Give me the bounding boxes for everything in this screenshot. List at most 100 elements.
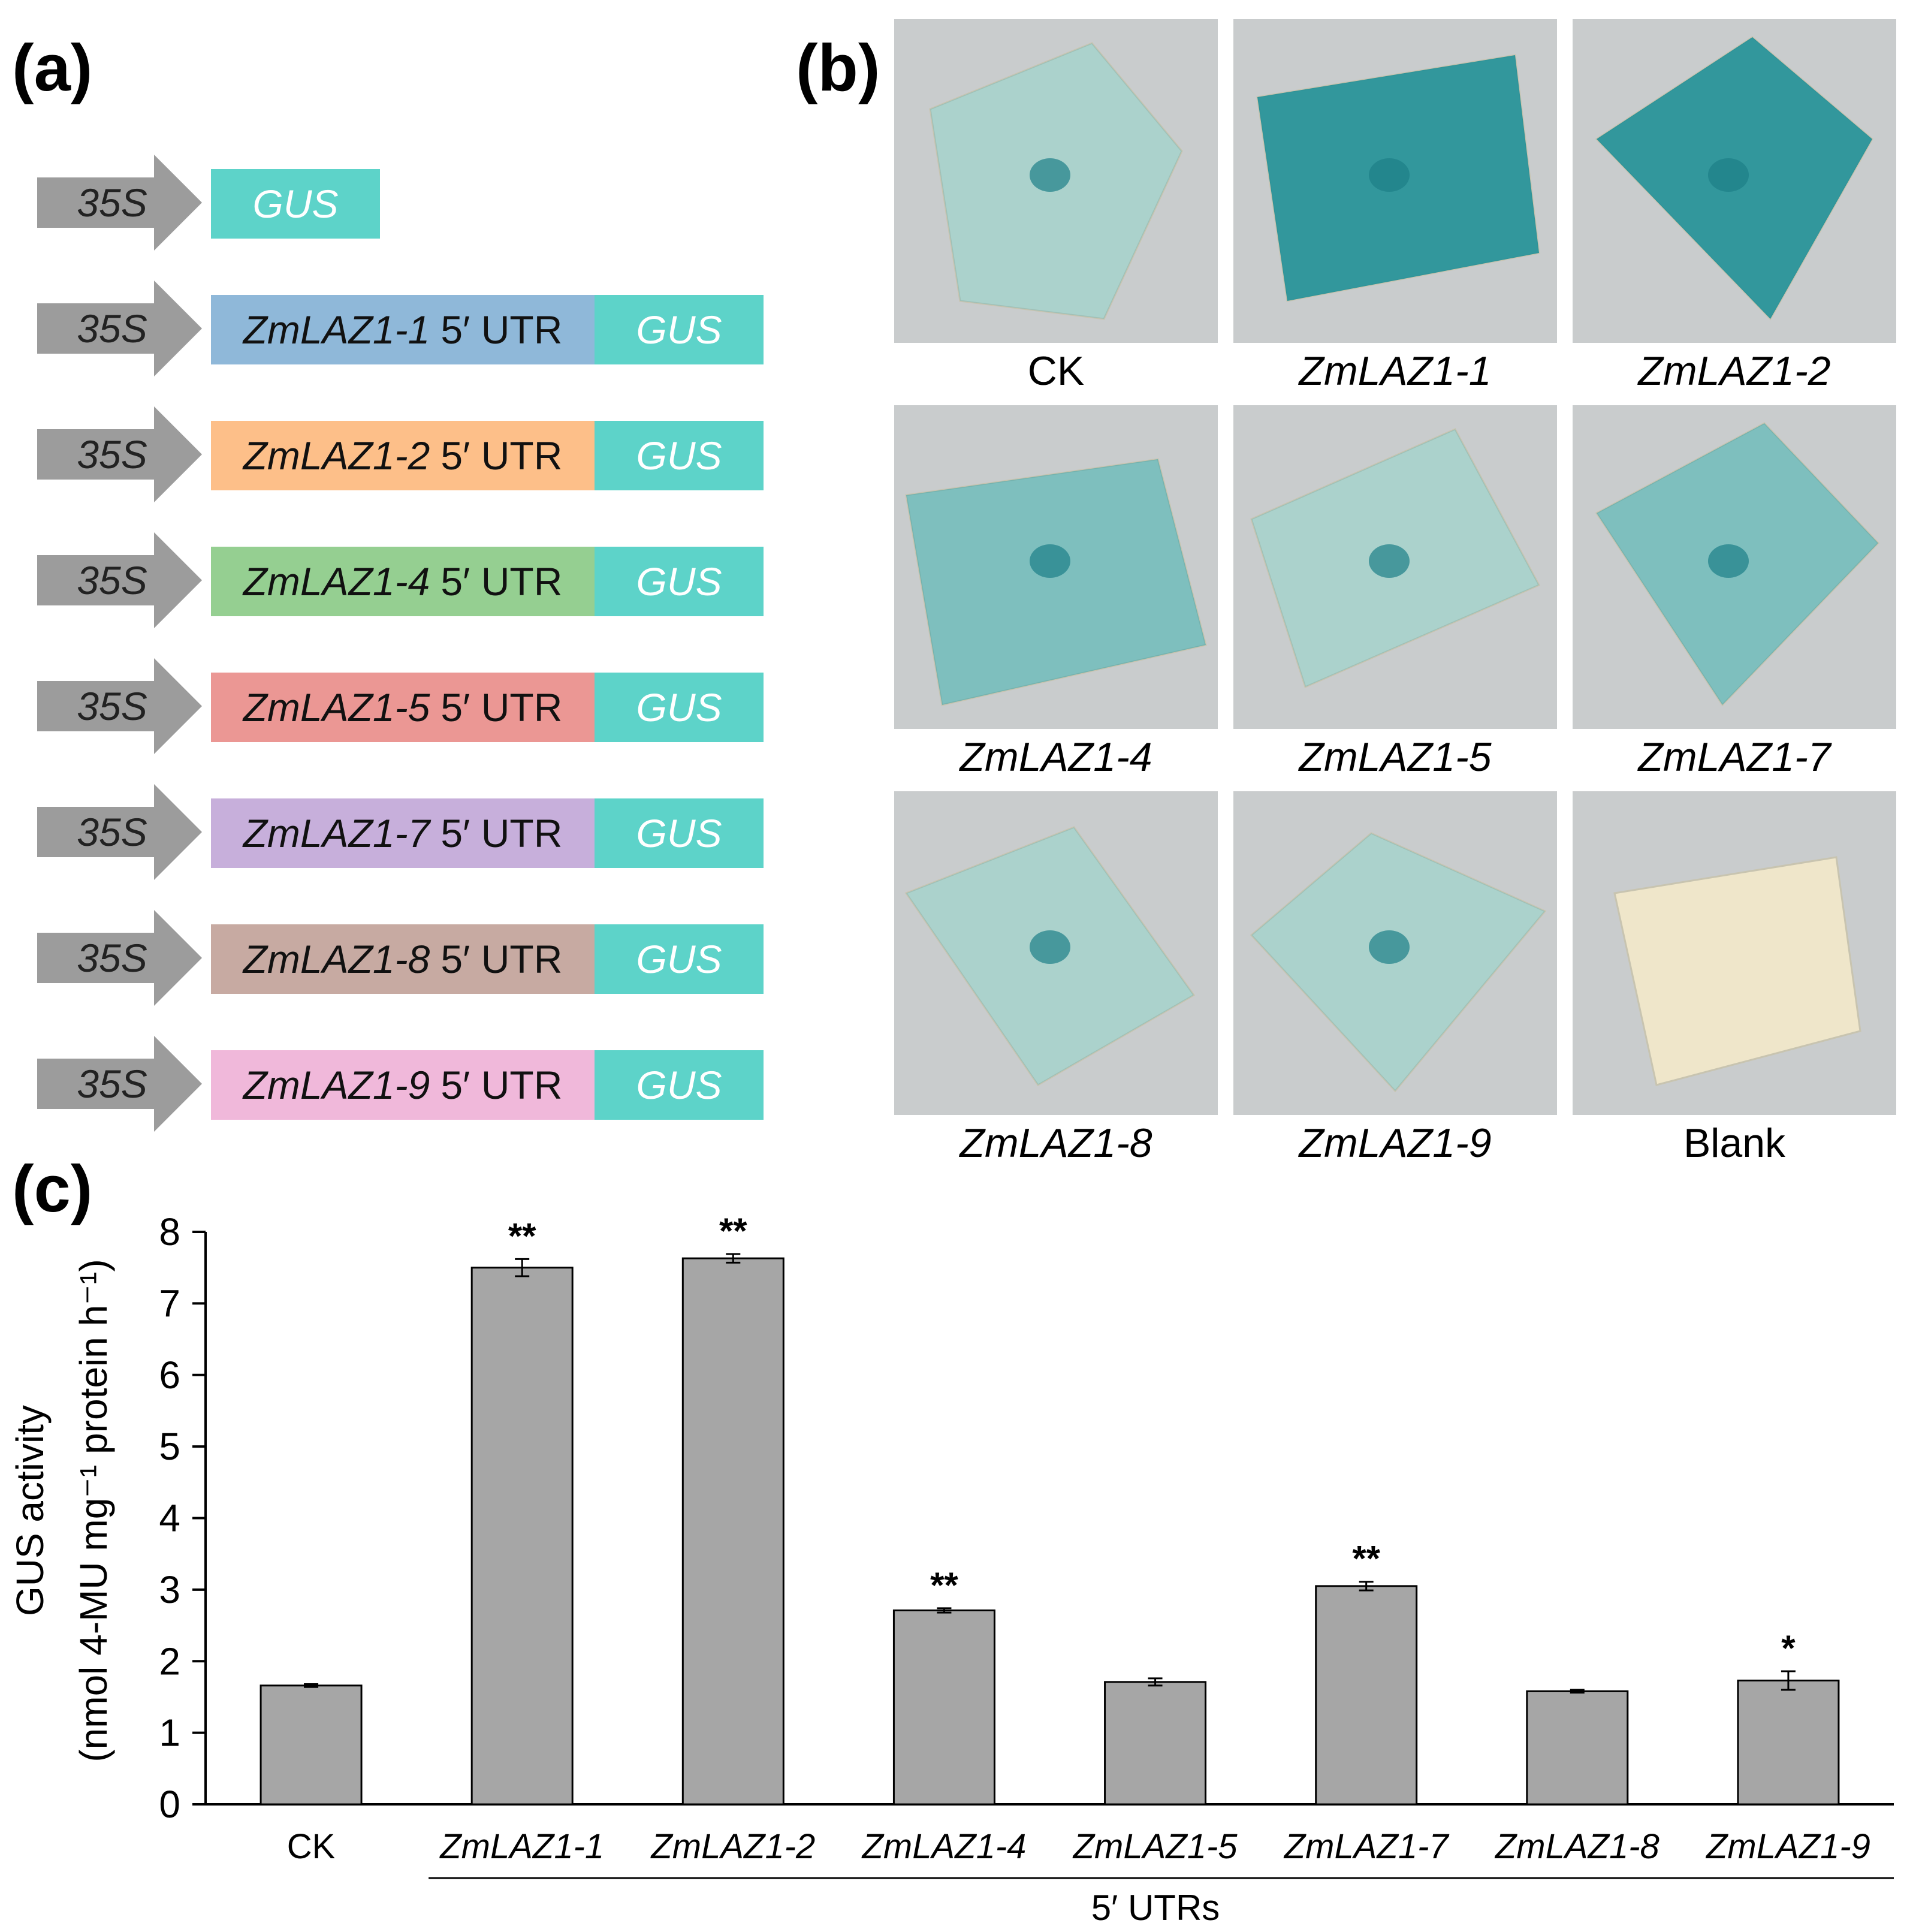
panel-label-b: (b) xyxy=(796,31,880,105)
photo-label: ZmLAZ1-9 xyxy=(1299,1120,1492,1166)
utr-suffix: 5′ UTR xyxy=(440,559,563,604)
construct-row: 35S ZmLAZ1-9 5′ UTR GUS xyxy=(37,1036,768,1132)
promoter-label: 35S xyxy=(77,684,147,728)
utr-gene-name: ZmLAZ1-1 xyxy=(243,308,430,352)
photo-label: ZmLAZ1-8 xyxy=(959,1120,1152,1166)
x-tick-label: ZmLAZ1-4 xyxy=(861,1827,1026,1866)
gus-reporter-box: GUS xyxy=(595,295,764,364)
promoter-arrow-icon xyxy=(37,155,202,251)
promoter-arrow-icon xyxy=(37,1036,202,1132)
utr-box: ZmLAZ1-1 5′ UTR xyxy=(211,295,595,364)
significance-mark: ** xyxy=(719,1211,747,1251)
construct-row: 35S ZmLAZ1-4 5′ UTR GUS xyxy=(37,532,768,628)
promoter-label: 35S xyxy=(77,936,147,980)
significance-mark: ** xyxy=(508,1216,536,1256)
gus-reporter-box: GUS xyxy=(595,547,764,616)
gus-reporter-box: GUS xyxy=(595,673,764,742)
x-tick-label: ZmLAZ1-7 xyxy=(1283,1827,1450,1866)
construct-row: 35S GUS xyxy=(37,155,768,251)
y-tick-label: 1 xyxy=(159,1711,180,1755)
utr-suffix: 5′ UTR xyxy=(440,811,563,855)
bar xyxy=(1315,1585,1418,1806)
construct-row: 35S ZmLAZ1-1 5′ UTR GUS xyxy=(37,281,768,376)
bar xyxy=(1526,1690,1629,1806)
x-tick-label: ZmLAZ1-1 xyxy=(439,1827,604,1866)
utr-gene-name: ZmLAZ1-7 xyxy=(243,811,430,855)
bar xyxy=(470,1267,574,1806)
significance-mark: ** xyxy=(930,1565,958,1605)
utr-box: ZmLAZ1-5 5′ UTR xyxy=(211,673,595,742)
utr-box: ZmLAZ1-2 5′ UTR xyxy=(211,421,595,490)
utr-box: ZmLAZ1-8 5′ UTR xyxy=(211,924,595,994)
panel-label-c: (c) xyxy=(12,1152,93,1226)
utr-box: ZmLAZ1-7 5′ UTR xyxy=(211,798,595,868)
leaf-photo xyxy=(1573,19,1896,343)
y-axis-label-units: (nmol 4-MU mg⁻¹ protein h⁻¹) xyxy=(72,1259,115,1762)
photo-label: Blank xyxy=(1683,1120,1786,1166)
photo-label: ZmLAZ1-7 xyxy=(1638,734,1831,780)
promoter-arrow-icon xyxy=(37,910,202,1006)
y-tick-label: 0 xyxy=(159,1783,180,1826)
y-axis-label: GUS activity xyxy=(8,1405,52,1616)
photo-label: CK xyxy=(1027,348,1085,394)
construct-row: 35S ZmLAZ1-5 5′ UTR GUS xyxy=(37,658,768,754)
x-tick-label: ZmLAZ1-2 xyxy=(650,1827,815,1866)
x-tick-label: ZmLAZ1-8 xyxy=(1494,1827,1659,1866)
promoter-arrow-icon xyxy=(37,784,202,880)
utr-suffix: 5′ UTR xyxy=(440,1063,563,1107)
gus-reporter-box: GUS xyxy=(211,169,380,239)
utr-gene-name: ZmLAZ1-2 xyxy=(243,433,430,478)
gus-reporter-box: GUS xyxy=(595,421,764,490)
leaf-photo xyxy=(1233,19,1557,343)
significance-mark: ** xyxy=(1352,1539,1380,1579)
leaf-photo xyxy=(894,791,1218,1115)
promoter-arrow-icon xyxy=(37,532,202,628)
leaf-photo xyxy=(1233,405,1557,729)
photo-label: ZmLAZ1-2 xyxy=(1638,348,1831,394)
promoter-label: 35S xyxy=(77,810,147,854)
promoter-label: 35S xyxy=(77,1062,147,1106)
bar xyxy=(681,1257,784,1806)
bar xyxy=(260,1684,363,1806)
panel-label-a: (a) xyxy=(12,31,93,105)
leaf-photo xyxy=(1573,405,1896,729)
leaf-photo xyxy=(1233,791,1557,1115)
promoter-label: 35S xyxy=(77,432,147,477)
significance-mark: * xyxy=(1781,1628,1796,1668)
utr-gene-name: ZmLAZ1-5 xyxy=(243,685,430,730)
photo-label: ZmLAZ1-4 xyxy=(959,734,1152,780)
y-tick-label: 5 xyxy=(159,1425,180,1468)
bar xyxy=(1104,1681,1207,1806)
y-tick-label: 3 xyxy=(159,1568,180,1611)
utr-gene-name: ZmLAZ1-8 xyxy=(243,937,430,981)
x-axis-label: 5′ UTRs xyxy=(1091,1888,1220,1928)
promoter-label: 35S xyxy=(77,306,147,351)
promoter-label: 35S xyxy=(77,180,147,225)
y-tick-label: 2 xyxy=(159,1639,180,1683)
construct-row: 35S ZmLAZ1-2 5′ UTR GUS xyxy=(37,406,768,502)
x-tick-label: ZmLAZ1-9 xyxy=(1705,1827,1870,1866)
promoter-arrow-icon xyxy=(37,281,202,376)
utr-gene-name: ZmLAZ1-4 xyxy=(243,559,430,604)
utr-suffix: 5′ UTR xyxy=(440,308,563,352)
utr-suffix: 5′ UTR xyxy=(440,685,563,730)
construct-row: 35S ZmLAZ1-7 5′ UTR GUS xyxy=(37,784,768,880)
gus-reporter-box: GUS xyxy=(595,798,764,868)
promoter-arrow-icon xyxy=(37,658,202,754)
gus-reporter-box: GUS xyxy=(595,924,764,994)
promoter-arrow-icon xyxy=(37,406,202,502)
y-tick-label: 6 xyxy=(159,1354,180,1397)
leaf-photo xyxy=(894,405,1218,729)
x-tick-label: CK xyxy=(287,1827,336,1866)
construct-row: 35S ZmLAZ1-8 5′ UTR GUS xyxy=(37,910,768,1006)
utr-box: ZmLAZ1-9 5′ UTR xyxy=(211,1050,595,1120)
utr-box: ZmLAZ1-4 5′ UTR xyxy=(211,547,595,616)
promoter-label: 35S xyxy=(77,558,147,602)
photo-label: ZmLAZ1-5 xyxy=(1299,734,1492,780)
x-tick-label: ZmLAZ1-5 xyxy=(1072,1827,1238,1866)
bar xyxy=(1737,1679,1840,1806)
utr-suffix: 5′ UTR xyxy=(440,937,563,981)
y-tick-label: 4 xyxy=(159,1497,180,1540)
utr-gene-name: ZmLAZ1-9 xyxy=(243,1063,430,1107)
